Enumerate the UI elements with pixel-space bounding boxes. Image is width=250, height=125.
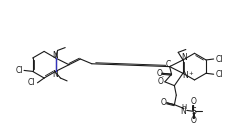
Text: N: N [52,51,57,60]
Text: O: O [160,98,166,107]
Text: N: N [181,71,187,80]
Text: O: O [156,69,162,78]
Text: Cl: Cl [28,78,35,87]
Text: O: O [190,116,196,125]
Text: Cl: Cl [215,70,222,79]
Text: O: O [190,97,196,106]
Text: S: S [190,107,195,116]
Text: C: C [166,60,171,69]
Text: N: N [52,70,57,79]
Text: Cl: Cl [16,66,23,75]
Text: N: N [180,53,186,62]
Text: O: O [156,77,162,86]
Text: H: H [180,104,186,110]
Text: N: N [179,107,185,116]
Text: +: + [188,71,193,76]
Text: -: - [161,74,163,79]
Text: Cl: Cl [215,54,222,64]
